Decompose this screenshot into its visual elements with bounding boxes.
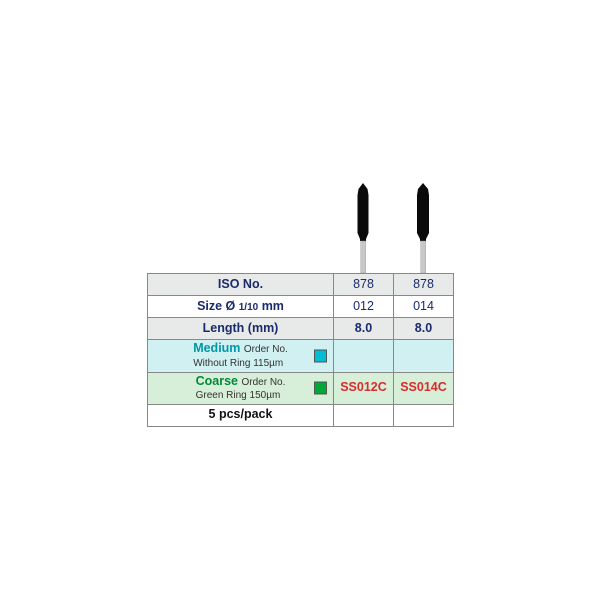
size-suffix: mm bbox=[258, 299, 284, 313]
coarse-sub: Order No. bbox=[241, 377, 285, 388]
coarse-detail: Green Ring 150µm bbox=[196, 390, 281, 401]
length-v1: 8.0 bbox=[355, 321, 372, 335]
length-v2: 8.0 bbox=[415, 321, 432, 335]
iso-v2: 878 bbox=[413, 277, 434, 291]
product-spec-container: ISO No. 878 878 Size Ø 1/10 mm 012 014 L… bbox=[147, 173, 453, 427]
row-length: Length (mm) 8.0 8.0 bbox=[148, 318, 454, 340]
bur-cell-1 bbox=[333, 183, 393, 273]
row-size: Size Ø 1/10 mm 012 014 bbox=[148, 296, 454, 318]
coarse-v2: SS014C bbox=[400, 380, 447, 394]
row-iso: ISO No. 878 878 bbox=[148, 274, 454, 296]
coarse-label-block: Coarse Order No. Green Ring 150µm bbox=[196, 375, 286, 402]
bur-icon-014 bbox=[414, 183, 432, 273]
size-frac: 1/10 bbox=[239, 302, 258, 313]
medium-label-block: Medium Order No. Without Ring 115µm bbox=[193, 342, 288, 369]
coarse-swatch-icon bbox=[314, 382, 327, 395]
length-label: Length (mm) bbox=[203, 321, 279, 335]
spec-table: ISO No. 878 878 Size Ø 1/10 mm 012 014 L… bbox=[147, 273, 454, 427]
medium-v1 bbox=[334, 340, 394, 372]
iso-v1: 878 bbox=[353, 277, 374, 291]
medium-title: Medium bbox=[193, 341, 240, 355]
medium-sub: Order No. bbox=[244, 344, 288, 355]
row-medium: Medium Order No. Without Ring 115µm bbox=[148, 340, 454, 372]
pack-label: 5 pcs/pack bbox=[209, 407, 273, 421]
pack-v1 bbox=[334, 404, 394, 426]
size-v1: 012 bbox=[353, 299, 374, 313]
iso-label: ISO No. bbox=[218, 277, 263, 291]
pack-v2 bbox=[394, 404, 454, 426]
row-pack: 5 pcs/pack bbox=[148, 404, 454, 426]
medium-swatch-icon bbox=[314, 349, 327, 362]
bur-cell-2 bbox=[393, 183, 453, 273]
bur-illustrations-row bbox=[147, 173, 453, 273]
medium-v2 bbox=[394, 340, 454, 372]
medium-detail: Without Ring 115µm bbox=[193, 358, 283, 369]
size-prefix: Size Ø bbox=[197, 299, 239, 313]
coarse-title: Coarse bbox=[196, 374, 238, 388]
size-label: Size Ø 1/10 mm bbox=[197, 299, 284, 313]
row-coarse: Coarse Order No. Green Ring 150µm SS012C… bbox=[148, 372, 454, 404]
coarse-v1: SS012C bbox=[340, 380, 387, 394]
size-v2: 014 bbox=[413, 299, 434, 313]
bur-icon-012 bbox=[355, 183, 371, 273]
